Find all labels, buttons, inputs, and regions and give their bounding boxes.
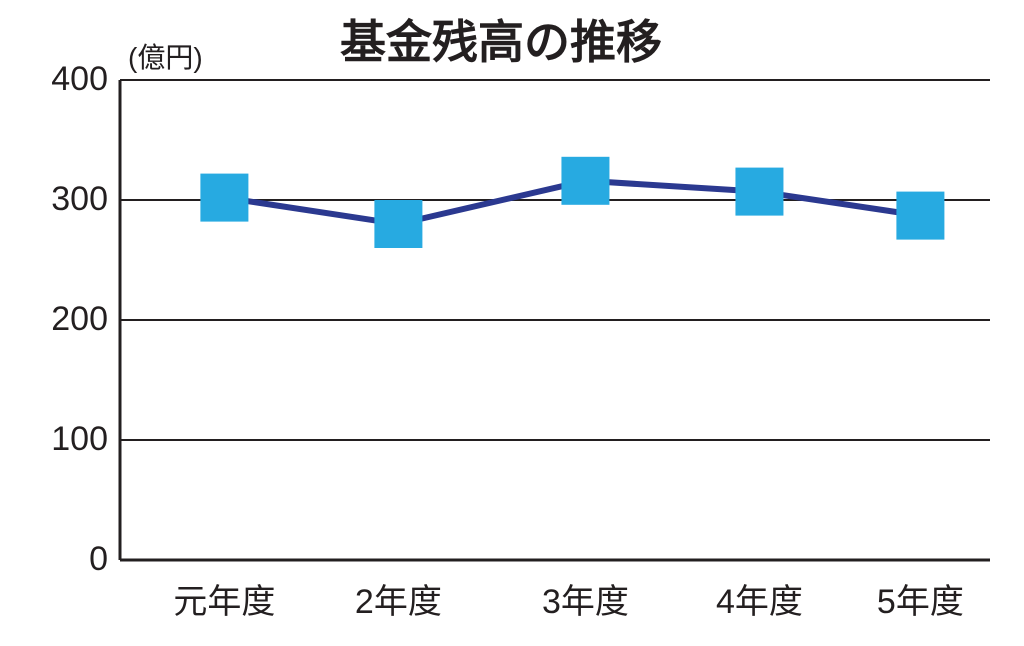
data-marker [374, 200, 422, 248]
data-marker [200, 174, 248, 222]
x-tick-label: 5年度 [877, 574, 964, 623]
y-tick-label: 200 [51, 300, 108, 339]
data-marker [896, 192, 944, 240]
data-marker [561, 157, 609, 205]
y-tick-label: 300 [51, 180, 108, 219]
data-marker [735, 168, 783, 216]
x-tick-label: 4年度 [716, 574, 803, 623]
chart-title: 基金残高の推移 [340, 6, 662, 72]
y-tick-label: 400 [51, 60, 108, 99]
x-tick-label: 3年度 [542, 574, 629, 623]
x-tick-label: 元年度 [173, 574, 275, 623]
y-tick-label: 100 [51, 420, 108, 459]
chart-container: 基金残高の推移 (億円) 0 100 200 300 400 元年度 2年度 3年度 4年度 5… [0, 0, 1024, 646]
y-tick-label: 0 [89, 540, 108, 579]
chart-svg [0, 0, 1024, 646]
y-unit-label: (億円) [128, 36, 203, 76]
x-tick-label: 2年度 [355, 574, 442, 623]
